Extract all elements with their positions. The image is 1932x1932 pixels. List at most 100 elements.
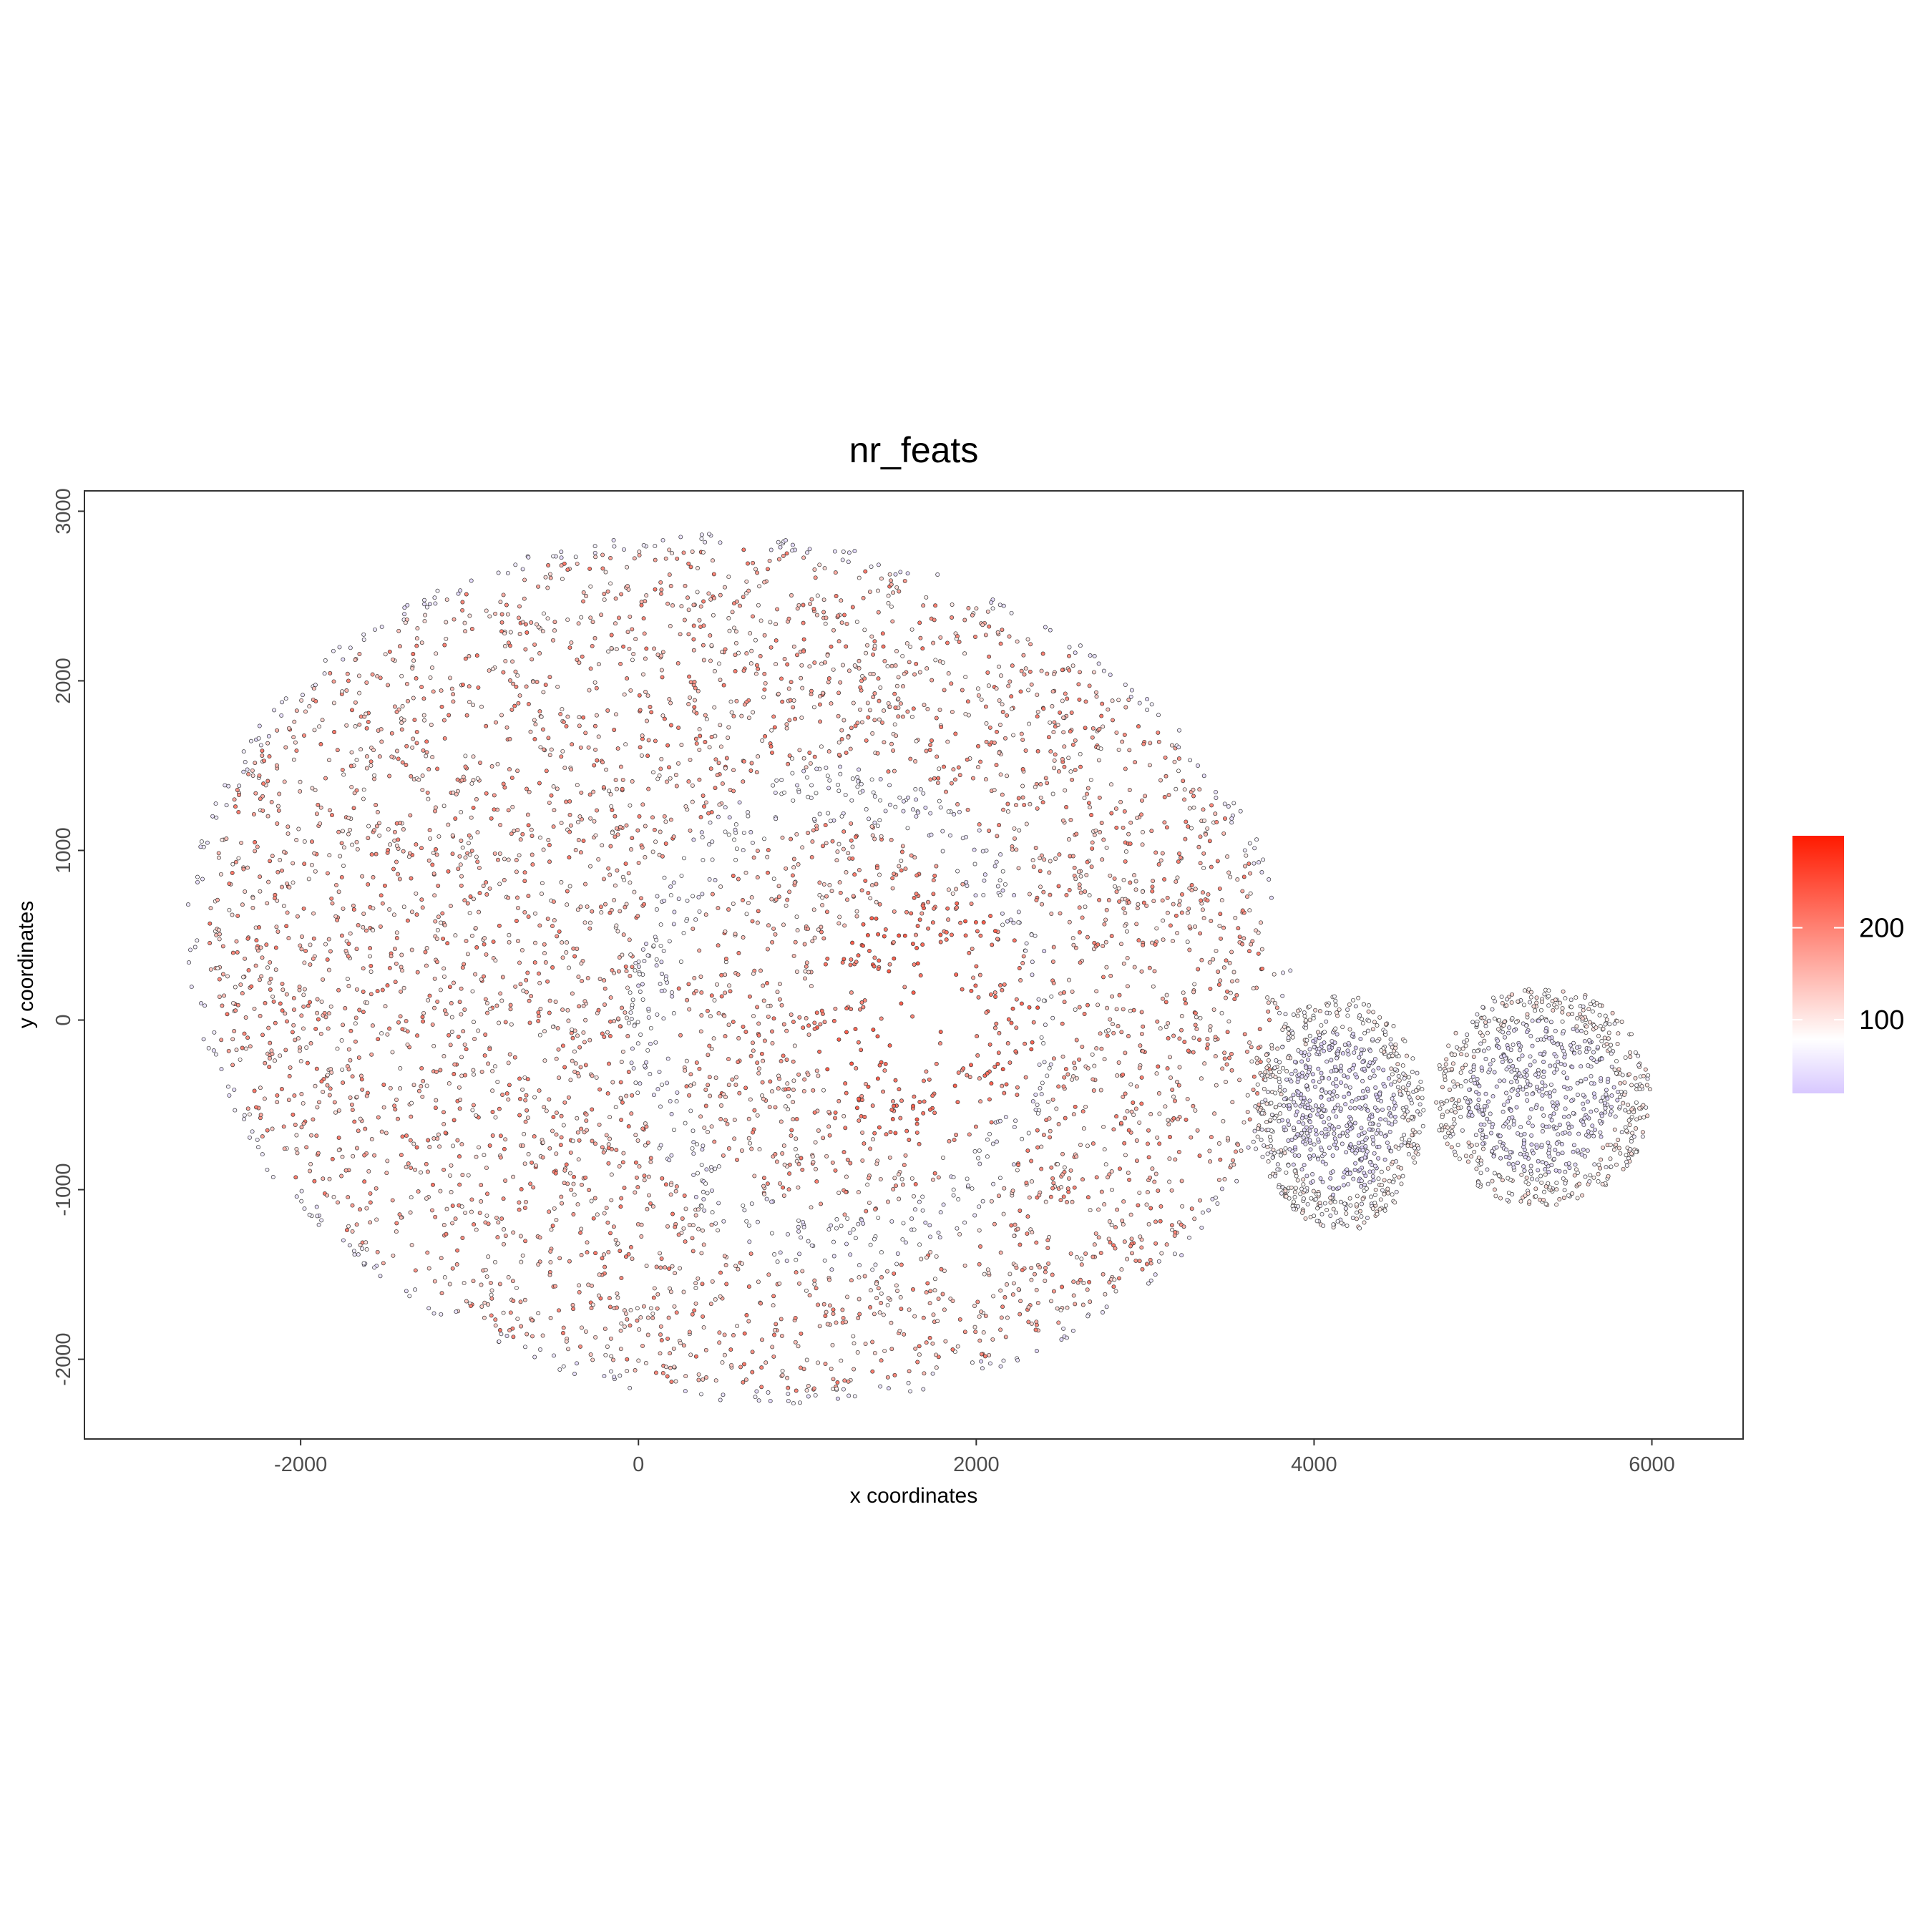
data-point [635, 1138, 640, 1143]
data-point [375, 989, 380, 994]
data-point [1068, 1251, 1073, 1256]
data-point [887, 572, 892, 577]
data-point [630, 1046, 635, 1051]
data-point [1141, 741, 1146, 746]
data-point [1145, 708, 1150, 713]
data-point [225, 1012, 230, 1017]
data-point [257, 723, 262, 728]
data-point [343, 948, 348, 953]
data-point [208, 967, 213, 972]
data-point [1028, 669, 1033, 674]
data-point [845, 897, 849, 902]
data-point [668, 624, 673, 628]
data-point [876, 1215, 881, 1220]
data-point [567, 829, 572, 834]
data-point [526, 914, 531, 919]
data-point [613, 621, 618, 626]
data-point [592, 635, 597, 640]
data-point [1092, 1063, 1097, 1068]
data-point [362, 1179, 367, 1184]
data-point [1074, 1075, 1079, 1080]
data-point [699, 1162, 704, 1167]
data-point [522, 879, 527, 884]
data-point [829, 644, 834, 649]
data-point [345, 671, 350, 676]
data-point [578, 1344, 582, 1349]
data-point [428, 675, 433, 680]
data-point [550, 1224, 555, 1229]
data-point [299, 1092, 304, 1096]
data-point [372, 773, 377, 778]
data-point [646, 1174, 651, 1179]
data-point [866, 715, 871, 720]
data-point [1218, 912, 1223, 917]
data-point [1052, 758, 1057, 763]
data-point [780, 699, 785, 704]
data-point [339, 841, 344, 846]
data-point [931, 640, 936, 645]
data-point [520, 567, 525, 572]
data-point [1158, 778, 1163, 783]
data-point [270, 994, 275, 999]
data-point [503, 1179, 508, 1183]
data-point [566, 1347, 570, 1352]
data-point [469, 933, 474, 938]
data-point [629, 1111, 634, 1116]
data-point [1088, 653, 1093, 658]
data-point [612, 728, 617, 732]
data-point [1039, 1035, 1044, 1040]
data-point [844, 870, 849, 874]
data-point [441, 804, 447, 809]
data-point [857, 867, 862, 872]
data-point [354, 1146, 359, 1151]
data-point [1004, 1082, 1009, 1087]
data-point [814, 613, 819, 618]
data-point [658, 1143, 663, 1148]
data-point [1058, 1308, 1063, 1312]
data-point [291, 735, 296, 740]
data-point [517, 853, 522, 858]
data-point [422, 602, 426, 607]
data-point [864, 650, 869, 655]
data-point [779, 1002, 784, 1008]
data-point [419, 1170, 423, 1175]
data-point [1000, 1083, 1005, 1088]
data-point [589, 1199, 594, 1204]
data-point [872, 1350, 877, 1355]
data-point [340, 1067, 345, 1072]
data-point [680, 1216, 685, 1221]
data-point [258, 796, 263, 801]
data-point [658, 1104, 663, 1109]
data-point [821, 936, 826, 941]
data-point [921, 1315, 926, 1320]
data-point [547, 800, 552, 805]
data-point [1016, 796, 1021, 801]
data-point [1090, 840, 1095, 845]
data-point [914, 945, 919, 950]
data-point [1182, 787, 1187, 792]
data-point [570, 1058, 575, 1063]
data-point [1152, 1179, 1157, 1184]
data-point [748, 1141, 752, 1146]
data-point [523, 1345, 527, 1350]
data-point [811, 816, 816, 821]
data-point [245, 1035, 250, 1040]
data-point [1267, 1018, 1272, 1023]
data-point [618, 1096, 623, 1101]
data-point [281, 1124, 286, 1129]
data-point [1092, 654, 1097, 658]
data-point [369, 763, 374, 768]
data-point [398, 1066, 403, 1070]
data-point [698, 733, 703, 738]
data-point [774, 1159, 779, 1164]
data-point [917, 1242, 922, 1247]
data-point [620, 952, 625, 957]
data-point [898, 1116, 903, 1121]
data-point [809, 1243, 814, 1248]
data-point [1123, 859, 1128, 864]
data-point [844, 1319, 849, 1324]
data-point [287, 884, 292, 889]
data-point [442, 1008, 447, 1013]
data-point [1126, 1128, 1131, 1133]
data-point [1048, 892, 1053, 897]
